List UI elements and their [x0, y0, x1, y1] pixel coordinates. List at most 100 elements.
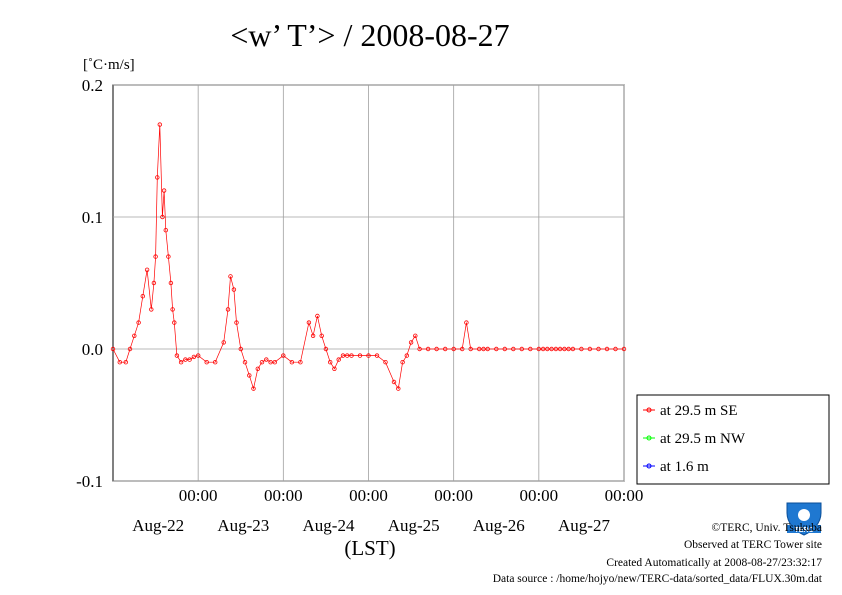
data-point: [136, 320, 141, 325]
x-tick-time: 00:00: [434, 486, 473, 505]
data-point: [404, 353, 409, 358]
x-tick-date: Aug-24: [303, 516, 355, 535]
data-point: [596, 346, 601, 352]
data-point: [621, 346, 627, 352]
data-point: [443, 346, 448, 352]
x-axis: 00:00Aug-2200:00Aug-2300:00Aug-2400:00Au…: [132, 486, 643, 535]
data-point: [562, 346, 567, 352]
data-point: [323, 346, 329, 352]
x-tick-time: 00:00: [605, 486, 644, 505]
logo-base: [787, 525, 821, 533]
data-point: [400, 360, 405, 365]
data-point: [153, 254, 158, 259]
data-point: [481, 346, 486, 352]
data-point: [168, 280, 174, 286]
data-point: [374, 353, 380, 358]
data-point: [336, 357, 341, 362]
y-axis-unit: [˚C·m/s]: [83, 57, 135, 73]
series-line: [112, 124, 624, 390]
data-point: [451, 346, 456, 352]
data-point: [536, 346, 541, 352]
data-point: [528, 346, 533, 352]
data-point: [231, 287, 237, 292]
data-point: [413, 333, 418, 338]
data-point: [349, 353, 354, 358]
data-point: [319, 333, 324, 338]
data-point: [204, 360, 209, 365]
data-point: [540, 346, 546, 352]
data-point: [396, 386, 401, 391]
x-tick-date: Aug-25: [388, 516, 440, 535]
data-point: [604, 346, 610, 352]
legend-box: [636, 394, 830, 485]
data-point: [172, 320, 177, 325]
y-tick-label: 0.1: [82, 208, 103, 227]
data-point: [195, 353, 201, 358]
data-point: [132, 333, 137, 338]
data-point: [434, 346, 439, 352]
data-point: [272, 360, 277, 365]
data-point: [228, 274, 233, 279]
data-point: [494, 346, 499, 352]
footer-created: Created Automatically at 2008-08-27/23:3…: [606, 557, 822, 569]
data-point: [264, 357, 269, 362]
logo-circle-icon: [798, 509, 810, 521]
data-point: [221, 340, 226, 345]
series-1: [110, 122, 627, 391]
data-point: [549, 346, 554, 352]
data-point: [315, 313, 320, 319]
data-point: [123, 360, 128, 365]
data-point: [345, 353, 350, 358]
data-point: [187, 357, 192, 362]
data-point: [477, 346, 482, 352]
data-point: [127, 346, 133, 352]
chart-title: <w’ T’> / 2008-08-27: [230, 17, 509, 53]
data-point: [485, 346, 490, 352]
footer-observed: Observed at TERC Tower site: [684, 539, 822, 551]
data-point: [391, 379, 397, 385]
data-point: [268, 360, 273, 365]
data-point: [298, 360, 303, 365]
data-point: [340, 353, 346, 358]
data-point: [151, 280, 157, 286]
data-point: [255, 366, 260, 371]
data-point: [281, 353, 286, 358]
x-tick-time: 00:00: [519, 486, 558, 505]
x-tick-time: 00:00: [264, 486, 303, 505]
data-point: [289, 360, 295, 365]
x-tick-time: 00:00: [349, 486, 388, 505]
data-point: [587, 346, 593, 352]
data-point: [460, 346, 465, 352]
series-lines: [110, 122, 627, 391]
data-point: [570, 346, 576, 352]
data-point: [468, 346, 473, 352]
data-point: [174, 353, 180, 358]
data-point: [306, 320, 312, 325]
legend-marker: [646, 407, 652, 413]
data-point: [502, 346, 507, 352]
y-axis: 0.2 0.1 0.0 -0.1: [76, 76, 103, 491]
data-point: [170, 307, 175, 312]
data-point: [613, 346, 618, 352]
data-point: [225, 307, 231, 312]
data-point: [234, 320, 239, 325]
data-point: [383, 360, 388, 365]
data-point: [247, 373, 252, 378]
x-tick-date: Aug-23: [217, 516, 269, 535]
plot-area: [110, 84, 627, 482]
data-point: [160, 214, 165, 220]
data-point: [425, 346, 431, 352]
data-point: [579, 346, 584, 352]
footer-copyright: ©TERC, Univ. Tsukuba: [712, 522, 822, 534]
y-tick-label: 0.0: [82, 340, 103, 359]
data-point: [161, 188, 167, 193]
data-point: [310, 333, 316, 338]
data-point: [366, 353, 371, 358]
data-point: [166, 254, 171, 259]
terc-logo: TERC: [786, 502, 822, 536]
legend: at 29.5 m SE at 29.5 m NW at 1.6 m: [636, 394, 830, 485]
legend-label: at 29.5 m NW: [660, 431, 746, 447]
legend-label: at 1.6 m: [660, 459, 709, 475]
x-axis-unit: (LST): [344, 536, 395, 560]
